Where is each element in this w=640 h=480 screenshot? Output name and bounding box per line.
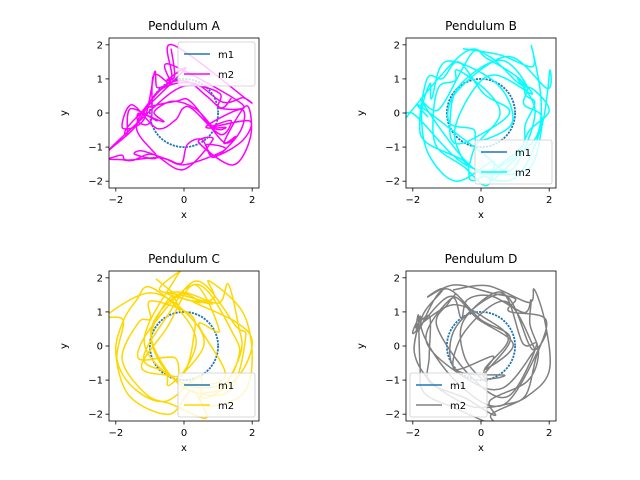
x-tick-label: 0: [478, 428, 484, 439]
y-tick-label: −1: [88, 143, 103, 154]
y-tick-label: 0: [394, 342, 400, 353]
legend-label-m1: m1: [450, 381, 466, 392]
legend-label-m1: m1: [218, 50, 234, 61]
x-tick-label: 2: [546, 195, 552, 206]
legend-label-m1: m1: [218, 381, 234, 392]
legend: m1 m2: [409, 372, 488, 418]
chart-panel-4: −2 0 2 −2 −1 0 1 2 Pendulum D x y m1 m2: [356, 252, 557, 454]
x-axis-label: x: [181, 210, 187, 221]
legend-label-m2: m2: [218, 70, 234, 81]
y-tick-label: 2: [97, 40, 103, 51]
x-tick-label: 0: [478, 195, 484, 206]
series-m2-path: [109, 44, 253, 171]
chart-panel-1: −2 0 2 −2 −1 0 1 2 Pendulum A x y m1 m2: [59, 19, 260, 221]
x-tick-label: 2: [546, 428, 552, 439]
x-axis-label: x: [478, 210, 484, 221]
chart-title: Pendulum C: [148, 252, 220, 266]
chart-panel-3: −2 0 2 −2 −1 0 1 2 Pendulum C x y m1 m2: [59, 252, 260, 454]
x-tick-label: −2: [405, 195, 420, 206]
y-axis-label: y: [356, 110, 367, 116]
chart-title: Pendulum D: [445, 252, 518, 266]
y-tick-label: −2: [88, 177, 103, 188]
y-tick-label: 2: [394, 273, 400, 284]
y-tick-label: −2: [88, 410, 103, 421]
legend-box: [474, 139, 553, 185]
legend-box: [177, 372, 256, 418]
y-tick-label: 1: [394, 74, 400, 85]
y-tick-label: 2: [97, 273, 103, 284]
y-tick-label: 0: [97, 342, 103, 353]
legend-label-m1: m1: [515, 148, 531, 159]
legend: m1 m2: [177, 372, 256, 418]
y-tick-label: 1: [97, 307, 103, 318]
y-tick-label: −2: [385, 177, 400, 188]
x-tick-label: −2: [108, 195, 123, 206]
y-tick-label: 0: [394, 109, 400, 120]
x-axis-label: x: [478, 443, 484, 454]
series-m2-path: [406, 44, 552, 187]
y-tick-label: −1: [88, 376, 103, 387]
chart-panel-2: −2 0 2 −2 −1 0 1 2 Pendulum B x y m1 m2: [356, 19, 557, 221]
x-tick-label: 0: [181, 428, 187, 439]
y-axis-label: y: [59, 343, 70, 349]
series-m2-path: [109, 271, 253, 419]
series-m2-path: [411, 284, 551, 421]
chart-title: Pendulum A: [148, 19, 220, 33]
x-tick-label: −2: [108, 428, 123, 439]
x-tick-label: 0: [181, 195, 187, 206]
y-tick-label: −1: [385, 143, 400, 154]
legend-box: [409, 372, 488, 418]
y-tick-label: −2: [385, 410, 400, 421]
x-tick-label: 2: [249, 428, 255, 439]
chart-title: Pendulum B: [445, 19, 517, 33]
y-axis-label: y: [59, 110, 70, 116]
y-tick-label: 1: [394, 307, 400, 318]
y-axis-label: y: [356, 343, 367, 349]
x-tick-label: −2: [405, 428, 420, 439]
legend-label-m2: m2: [218, 401, 234, 412]
legend-label-m2: m2: [515, 168, 531, 179]
legend: m1 m2: [177, 41, 256, 87]
legend: m1 m2: [474, 139, 553, 185]
y-tick-label: −1: [385, 376, 400, 387]
x-tick-label: 2: [249, 195, 255, 206]
legend-box: [177, 41, 256, 87]
y-tick-label: 1: [97, 74, 103, 85]
y-tick-label: 0: [97, 109, 103, 120]
x-axis-label: x: [181, 443, 187, 454]
legend-label-m2: m2: [450, 401, 466, 412]
y-tick-label: 2: [394, 40, 400, 51]
